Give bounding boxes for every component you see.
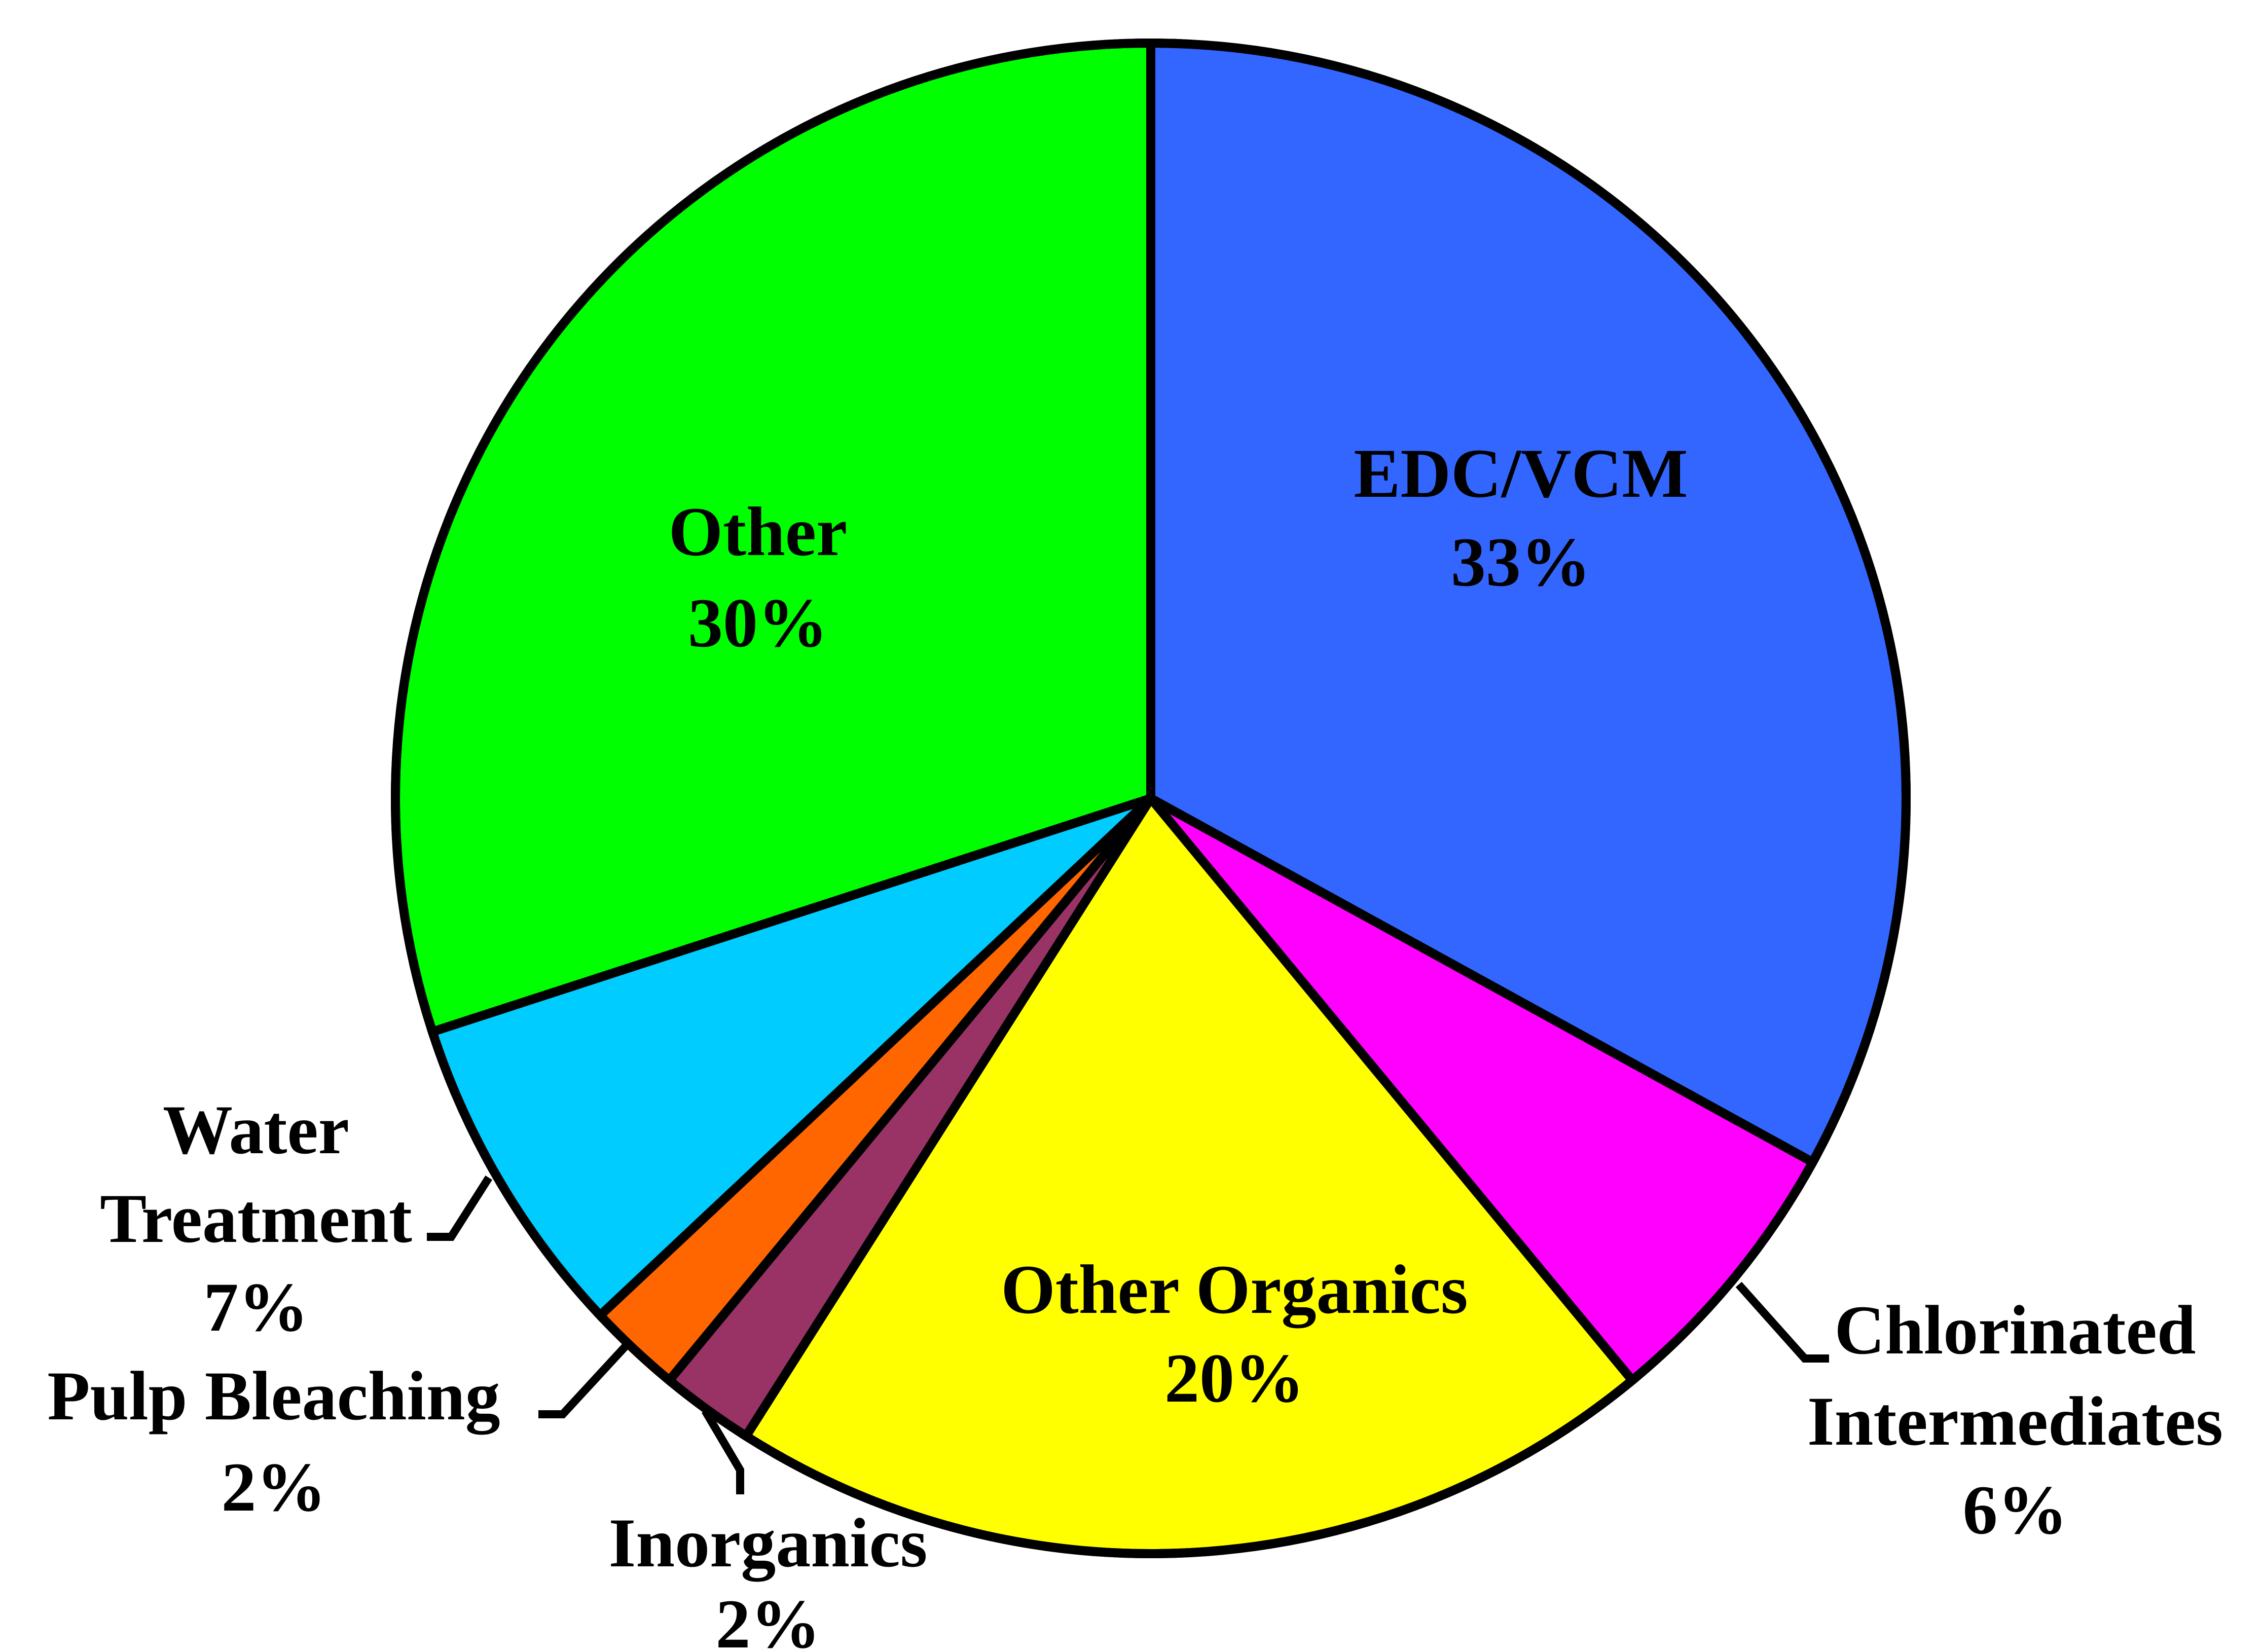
label-inorganics-name: Inorganics: [609, 1504, 928, 1582]
label-other-value: 30%: [688, 584, 828, 662]
leader-line-water-treatment: [427, 1175, 493, 1241]
label-edc-vcm-name: EDC/VCM: [1354, 434, 1688, 512]
label-other-organics-value: 20%: [1164, 1339, 1304, 1417]
pie-outline: [391, 39, 1911, 1558]
label-edc-vcm-value: 33%: [1451, 523, 1591, 601]
leader-line-pulp-bleaching: [538, 1342, 630, 1418]
label-inorganics-value: 2%: [716, 1585, 821, 1652]
label-pulp-bleaching-name: Pulp Bleaching: [47, 1357, 500, 1435]
label-water-treatment-name-line2: Treatment: [100, 1180, 412, 1257]
label-other-name: Other: [669, 493, 848, 570]
label-other-organics-name: Other Organics: [1001, 1251, 1468, 1328]
leader-line-chlorinated-intermediates: [1735, 1281, 1829, 1363]
label-chlorinated-intermediates-name-line2: Intermediates: [1807, 1382, 2223, 1460]
label-water-treatment-name-line1: Water: [163, 1091, 349, 1168]
label-chlorinated-intermediates-name-line1: Chlorinated: [1834, 1291, 2196, 1369]
leader-line-inorganics: [702, 1409, 744, 1494]
label-pulp-bleaching-value: 2%: [222, 1448, 326, 1526]
label-chlorinated-intermediates-value: 6%: [1963, 1471, 2068, 1549]
label-water-treatment-value: 7%: [204, 1268, 309, 1346]
